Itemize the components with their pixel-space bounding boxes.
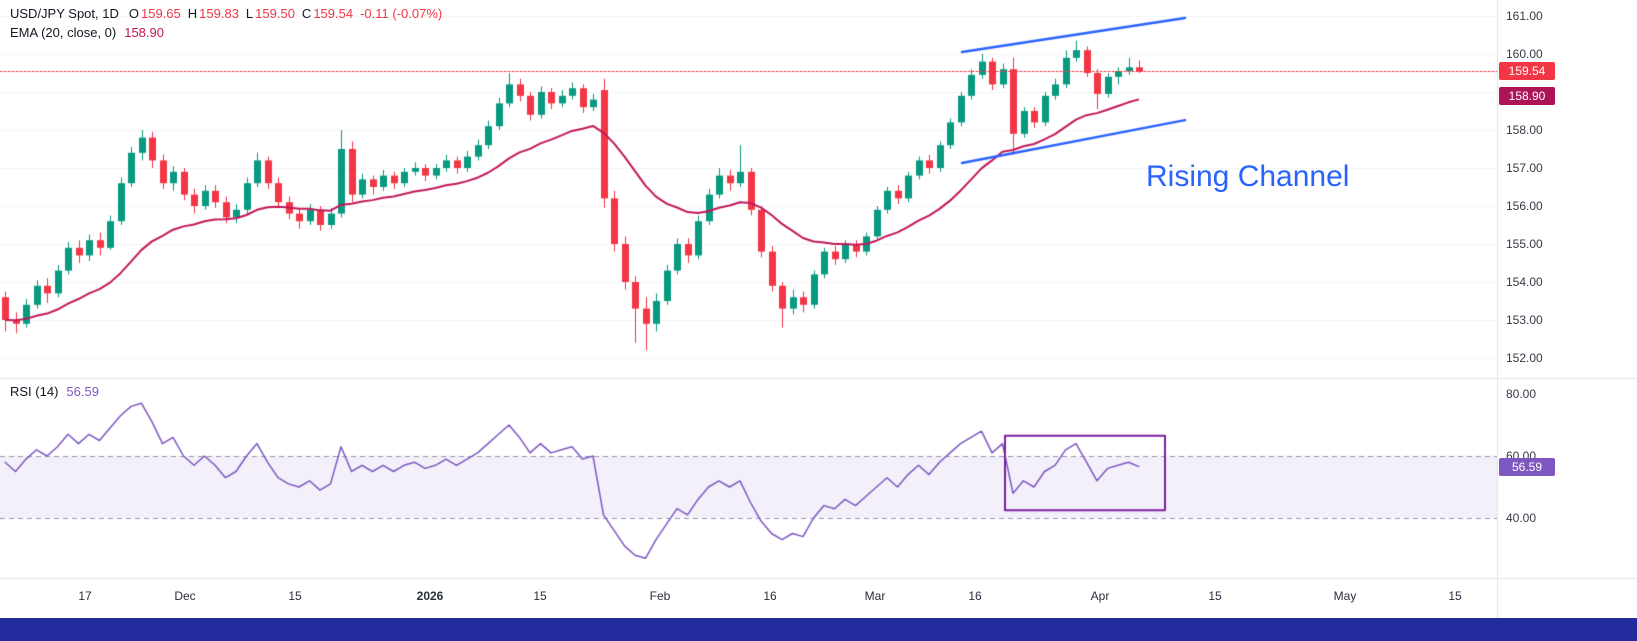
rsi-title: RSI (14) (10, 384, 59, 399)
ema-value: 158.90 (124, 25, 164, 40)
time-tick: May (1333, 589, 1357, 603)
price-tick: 154.00 (1506, 275, 1543, 289)
price-tick: 158.00 (1506, 123, 1543, 137)
time-tick: 15 (288, 589, 302, 603)
main-legend: USD/JPY Spot, 1D O 159.65 H 159.83 L 159.50 C 15… (10, 6, 449, 44)
time-tick: 15 (533, 589, 547, 603)
price-tick: 156.00 (1506, 199, 1543, 213)
time-tick: Feb (649, 589, 671, 603)
ohlc-open-key: O (128, 6, 139, 21)
price-tick: 153.00 (1506, 313, 1543, 327)
price-tick: 160.00 (1506, 47, 1543, 61)
time-tick: Dec (174, 589, 196, 603)
chart-canvas[interactable] (0, 0, 1637, 618)
ema-legend-row[interactable]: EMA (20, close, 0) 158.90 (10, 25, 449, 40)
ema-title: EMA (20, close, 0) (10, 25, 117, 40)
change-value: -0.11 (-0.07%) (360, 6, 443, 21)
time-axis[interactable]: 17 Dec 15 2026 15 Feb 16 Mar 16 Apr 15 May 15 (0, 578, 1637, 618)
time-tick: 2026 (416, 589, 444, 603)
bottom-bar (0, 618, 1637, 641)
symbol-title: USD/JPY Spot, 1D (10, 6, 119, 21)
time-tick: 17 (78, 589, 92, 603)
last-price-label: 159.54 (1499, 62, 1555, 81)
rsi-value: 56.59 (66, 384, 99, 399)
ohlc-close-key: C (301, 6, 312, 21)
ohlc-high-key: H (187, 6, 198, 21)
ema-price-label: 158.90 (1499, 86, 1555, 105)
ohlc-close-value: 159.54 (313, 6, 354, 21)
ohlc-low-value: 159.50 (255, 6, 295, 21)
time-tick: Apr (1090, 589, 1110, 603)
time-tick: 16 (968, 589, 982, 603)
ohlc-low-key: L (245, 6, 254, 21)
rsi-tick: 40.00 (1506, 511, 1537, 525)
price-tick: 157.00 (1506, 161, 1543, 175)
price-axis[interactable]: 161.00160.00159.00158.00157.00156.00155.… (1497, 0, 1637, 618)
time-tick: 15 (1208, 589, 1222, 603)
ohlc-high-value: 159.83 (199, 6, 239, 21)
rsi-legend-row[interactable]: RSI (14) 56.59 (10, 384, 101, 399)
time-tick: 15 (1448, 589, 1462, 603)
time-tick: Mar (864, 589, 886, 603)
rsi-tick: 80.00 (1506, 387, 1537, 401)
price-tick: 161.00 (1506, 9, 1543, 23)
rising-channel-annotation[interactable]: Rising Channel (1146, 160, 1350, 193)
rsi-value-label: 56.59 (1499, 457, 1555, 476)
price-tick: 152.00 (1506, 351, 1543, 365)
rsi-legend: RSI (14) 56.59 (10, 384, 101, 403)
price-tick: 155.00 (1506, 237, 1543, 251)
symbol-legend-row[interactable]: USD/JPY Spot, 1D O 159.65 H 159.83 L 159.50 C 15… (10, 6, 449, 21)
ohlc-open-value: 159.65 (141, 6, 181, 21)
time-tick: 16 (763, 589, 777, 603)
